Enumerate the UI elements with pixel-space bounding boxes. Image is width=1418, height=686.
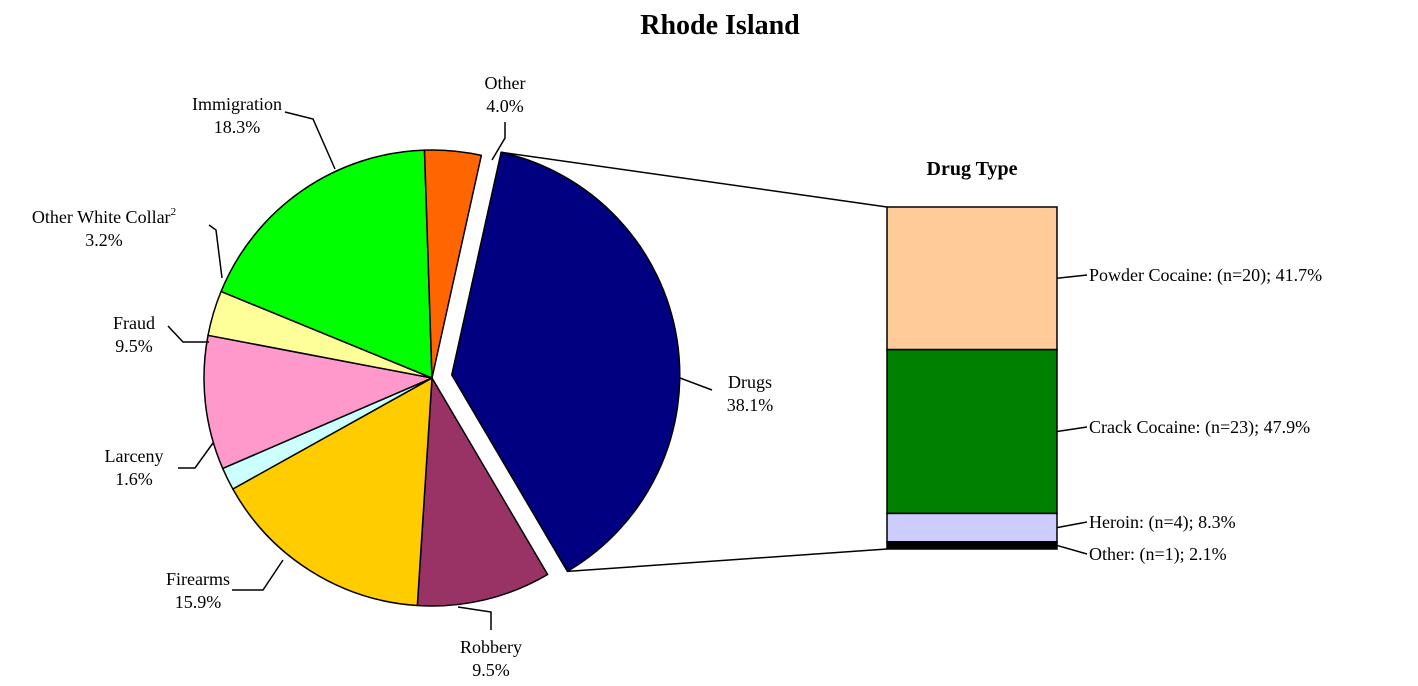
pie-label-firearms: Firearms 15.9%	[166, 559, 284, 612]
bar-segment-label-other: Other: (n=1); 2.1%	[1089, 544, 1227, 565]
leader-line-robbery	[457, 606, 492, 630]
pie-slice-immigration	[220, 149, 433, 379]
slice-label-firearms: Firearms	[166, 569, 230, 589]
slice-label-drugs: Drugs	[728, 372, 772, 392]
bar-segment-powder-cocaine	[886, 206, 1058, 351]
slice-label-fraud: Fraud	[113, 313, 155, 333]
bar-segment-crack-cocaine	[886, 348, 1058, 515]
slice-label-robbery: Robbery	[460, 637, 522, 657]
pie-slice-drugs	[451, 151, 681, 573]
leader-line-other-white-collar	[208, 224, 223, 279]
bar-segment-heroin	[886, 512, 1058, 543]
bar-label-crack-cocaine: Crack Cocaine: (n=23); 47.9%	[1056, 417, 1310, 438]
bar-leader-other	[1056, 544, 1088, 555]
slice-percent-fraud: 9.5%	[115, 336, 153, 356]
slice-percent-other: 4.0%	[486, 96, 524, 116]
pie-label-immigration: Immigration 18.3%	[192, 94, 336, 170]
connector-bottom	[567, 548, 888, 573]
slice-percent-larceny: 1.6%	[115, 469, 153, 489]
pie-slice-firearms	[232, 377, 433, 607]
bar-label-heroin: Heroin: (n=4); 8.3%	[1056, 512, 1236, 533]
bar-label-other: Other: (n=1); 2.1%	[1056, 544, 1227, 565]
pie-slice-other	[423, 149, 483, 379]
pie-label-other: Other 4.0%	[485, 73, 526, 161]
leader-line-other	[491, 122, 506, 161]
bar-segment-other	[886, 541, 1058, 550]
leader-line-firearms	[232, 559, 284, 591]
slice-label-immigration: Immigration	[192, 94, 282, 114]
pie-chart: Drugs 38.1% Robbery 9.5% Firearms 15.9% Larcen…	[32, 73, 773, 680]
slice-label-other-white-collar: Other White Collar2	[32, 206, 176, 227]
pie-label-drugs: Drugs 38.1%	[679, 372, 774, 415]
pie-label-larceny: Larceny 1.6%	[105, 442, 214, 489]
slice-percent-immigration: 18.3%	[214, 117, 261, 137]
slice-label-larceny: Larceny	[105, 446, 164, 466]
drug-type-stacked-bar: Powder Cocaine: (n=20); 41.7% Crack Cocai…	[886, 206, 1322, 565]
drug-type-title: Drug Type	[927, 158, 1018, 180]
bar-leader-heroin	[1056, 521, 1088, 529]
bar-label-powder-cocaine: Powder Cocaine: (n=20); 41.7%	[1056, 265, 1322, 286]
slice-label-other: Other	[485, 73, 526, 93]
leader-line-larceny	[178, 442, 214, 469]
bar-leader-powder-cocaine	[1056, 274, 1088, 280]
slice-percent-drugs: 38.1%	[727, 395, 774, 415]
leader-line-immigration	[284, 111, 336, 170]
explode-connector-lines	[500, 151, 888, 573]
pie-label-other-white-collar: Other White Collar2 3.2%	[32, 206, 223, 279]
bar-leader-crack-cocaine	[1056, 426, 1088, 433]
bar-segment-label-heroin: Heroin: (n=4); 8.3%	[1089, 512, 1236, 533]
leader-line-fraud	[167, 325, 209, 343]
slice-percent-other-white-collar: 3.2%	[85, 230, 123, 250]
bar-segment-label-powder-cocaine: Powder Cocaine: (n=20); 41.7%	[1089, 265, 1322, 286]
slice-percent-firearms: 15.9%	[175, 592, 222, 612]
pie-slice-robbery	[416, 377, 549, 607]
pie-label-robbery: Robbery 9.5%	[457, 606, 522, 680]
chart-title: Rhode Island	[640, 10, 800, 41]
leader-line-drugs	[679, 377, 713, 391]
bar-segment-label-crack-cocaine: Crack Cocaine: (n=23); 47.9%	[1089, 417, 1310, 438]
slice-percent-robbery: 9.5%	[472, 660, 510, 680]
connector-top	[500, 151, 888, 208]
pie-label-fraud: Fraud 9.5%	[113, 313, 209, 356]
